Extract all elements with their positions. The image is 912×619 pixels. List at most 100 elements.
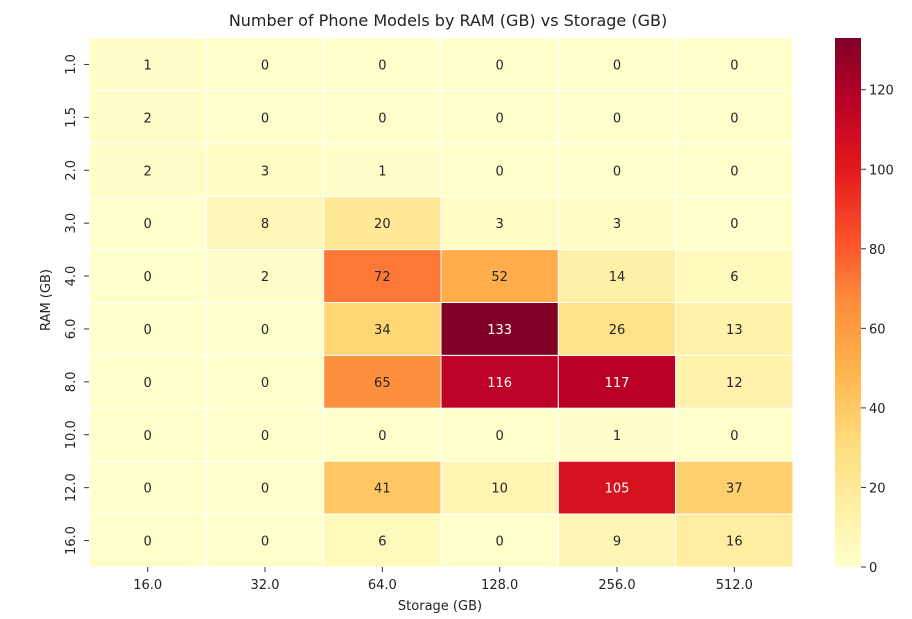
cell-value-label: 0 [496,164,504,179]
cell-value-label: 6 [378,535,386,550]
cell-value-label: 6 [730,270,738,285]
heatmap-cell [88,249,207,304]
x-tick-label: 16.0 [133,578,162,593]
y-tick-label: 1.0 [64,54,79,75]
heatmap-cell [205,143,325,198]
cell-value-label: 0 [144,482,152,497]
cell-value-label: 12 [726,376,743,391]
cell-value-label: 0 [261,323,269,338]
heatmap-cell [557,302,677,356]
cell-value-label: 0 [613,111,621,126]
heatmap-cell [675,37,794,92]
cell-value-label: 9 [613,535,621,550]
y-tick-label: 6.0 [64,319,79,340]
cell-value-label: 117 [605,376,630,391]
cell-value-label: 3 [496,217,504,232]
x-axis-label: Storage (GB) [398,599,482,614]
cell-value-label: 105 [605,482,630,497]
cell-value-label: 0 [144,323,152,338]
heatmap-cell [557,37,677,92]
heatmap-cell [88,143,207,198]
cell-value-label: 133 [487,323,512,338]
cell-value-label: 0 [496,111,504,126]
cell-value-label: 14 [609,270,626,285]
colorbar-tick-label: 80 [869,243,886,258]
heatmap-cell [557,407,677,462]
heatmap-cell [557,196,677,251]
y-tick-label: 3.0 [64,213,79,234]
cell-value-label: 72 [374,270,391,285]
heatmap-cell [440,249,559,304]
heatmap-cell [440,143,559,198]
heatmap-cell [557,513,677,568]
heatmap-cell [323,407,442,462]
heatmap-cell [675,196,794,251]
cell-value-label: 0 [378,111,386,126]
cell-value-label: 0 [261,535,269,550]
heatmap-cell [323,196,442,251]
heatmap-cell [675,354,794,409]
colorbar-tick-label: 120 [869,84,894,99]
cell-value-label: 2 [144,111,152,126]
cell-value-label: 0 [496,58,504,73]
heatmap-cell [557,249,677,304]
heatmap-cell [675,249,794,304]
cell-value-label: 0 [261,429,269,444]
y-tick-label: 2.0 [64,160,79,181]
heatmap-cell [323,460,442,515]
cell-value-label: 3 [261,164,269,179]
cell-value-label: 0 [261,376,269,391]
heatmap-cell [323,37,442,92]
cell-value-label: 20 [374,217,391,232]
colorbar-tick-label: 0 [869,561,877,576]
colorbar-ticks: 0 20 40 60 80 100 120 [861,84,894,576]
cell-value-label: 0 [261,482,269,497]
cell-value-label: 65 [374,376,391,391]
heatmap-cell [205,513,325,568]
heatmap-cell [205,460,325,515]
y-tick-label: 8.0 [64,372,79,393]
heatmap-cell [205,196,325,251]
cell-value-label: 8 [261,217,269,232]
cell-value-label: 2 [261,270,269,285]
chart-title: Number of Phone Models by RAM (GB) vs St… [229,11,667,30]
heatmap-cell [440,90,559,145]
heatmap-cell [675,460,794,515]
cell-value-label: 26 [609,323,626,338]
heatmap-cell [675,143,794,198]
y-axis-label: RAM (GB) [39,269,54,331]
heatmap-cell [205,354,325,409]
x-tick-label: 32.0 [251,578,280,593]
colorbar-tick-label: 40 [869,402,886,417]
cell-value-label: 0 [144,270,152,285]
heatmap-cell [88,354,207,409]
cell-value-label: 0 [730,58,738,73]
cell-value-label: 0 [730,164,738,179]
cell-value-label: 0 [613,58,621,73]
y-tick-label: 4.0 [64,266,79,287]
heatmap-cells: 1 0 0 0 0 02 0 0 0 0 02 3 1 0 0 00 8 20 3 3 00 2 72 52 14 60 0 34 13… [88,37,794,568]
cell-value-label: 10 [491,482,508,497]
heatmap-cell [88,37,207,92]
colorbar-tick-label: 60 [869,322,886,337]
colorbar-tick-label: 20 [869,481,886,496]
heatmap-cell [675,90,794,145]
cell-value-label: 0 [730,429,738,444]
heatmap-cell [557,143,677,198]
cell-value-label: 0 [144,429,152,444]
heatmap-cell [675,302,794,356]
cell-value-label: 1 [378,164,386,179]
cell-value-label: 0 [144,376,152,391]
cell-value-label: 2 [144,164,152,179]
cell-value-label: 116 [487,376,512,391]
cell-value-label: 34 [374,323,391,338]
y-tick-labels: 1.0 1.5 2.0 3.0 4.0 6.0 8.0 10.0 12.0 16.0 [64,54,89,555]
heatmap-cell [88,407,207,462]
heatmap-cell [88,513,207,568]
cell-value-label: 0 [730,111,738,126]
heatmap-cell [323,354,442,409]
cell-value-label: 0 [378,58,386,73]
cell-value-label: 0 [730,217,738,232]
y-tick-label: 12.0 [64,473,79,502]
cell-value-label: 16 [726,535,743,550]
